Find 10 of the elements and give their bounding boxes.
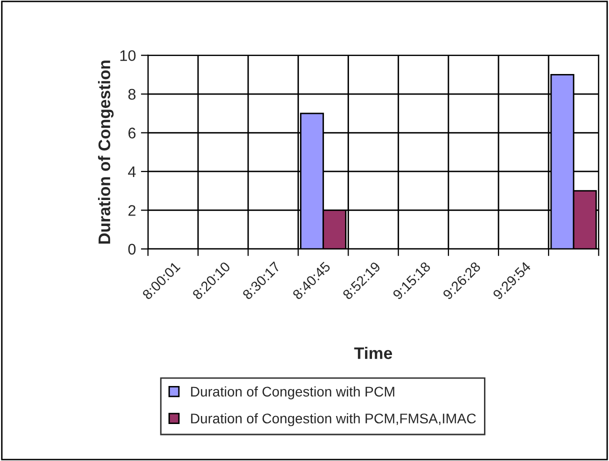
y-axis-title: Duration of Congestion — [98, 60, 114, 244]
y-tick-label: 10 — [120, 50, 136, 62]
x-axis-title: Time — [354, 346, 392, 360]
y-tick-label: 0 — [128, 244, 136, 255]
y-tick-label: 8 — [128, 88, 136, 100]
legend-label: Duration of Congestion with PCM — [191, 386, 394, 400]
y-tick-label: 6 — [128, 128, 136, 138]
y-tick-label: 4 — [128, 166, 136, 178]
y-tick-label: 2 — [128, 205, 136, 216]
legend-label: Duration of Congestion with PCM,FMSA,IMAC — [191, 413, 476, 426]
